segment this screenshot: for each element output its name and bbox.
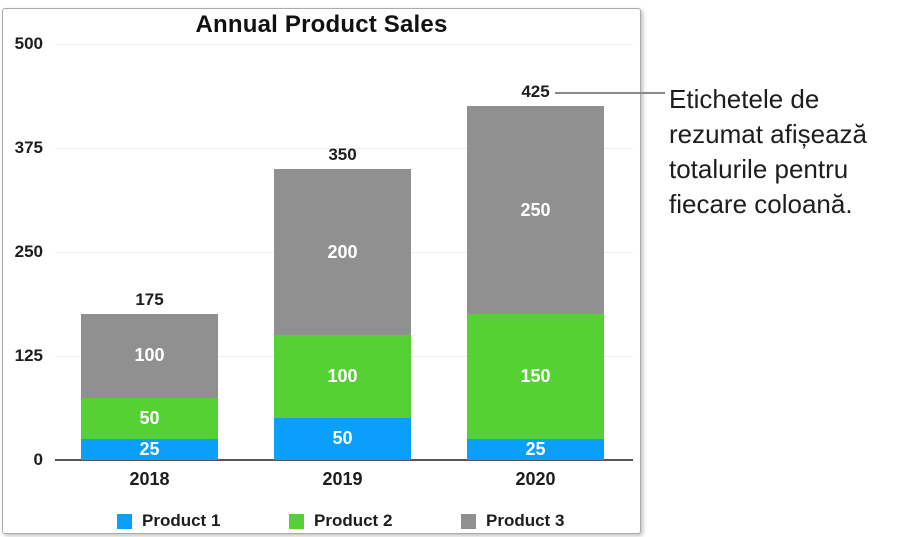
summary-total-label: 350 xyxy=(328,144,357,164)
segment-value-label: 100 xyxy=(134,345,165,366)
bar-segment-product-1[interactable] xyxy=(467,439,604,460)
y-tick-label: 125 xyxy=(14,346,43,365)
y-tick-label: 375 xyxy=(14,138,43,157)
segment-value-label: 150 xyxy=(520,366,551,387)
x-tick-label: 2019 xyxy=(322,469,363,489)
legend-label: Product 3 xyxy=(486,511,565,530)
summary-total-label: 175 xyxy=(135,290,164,310)
bar-segment-product-3[interactable] xyxy=(274,168,411,336)
chart-panel[interactable]: Annual Product Sales 0 125 250 375 500 25 50 10… xyxy=(2,8,641,534)
summary-total-label: 425 xyxy=(521,82,550,102)
callout-leader-line xyxy=(555,92,665,94)
segment-value-label: 100 xyxy=(327,366,358,387)
segment-value-label: 25 xyxy=(525,439,546,460)
bar-segment-product-2[interactable] xyxy=(274,335,411,419)
callout-line: totalurile pentru xyxy=(669,154,849,184)
callout-line: Etichetele de xyxy=(669,84,820,114)
segment-value-label: 200 xyxy=(327,241,358,262)
segment-value-label: 25 xyxy=(139,439,160,460)
legend-label: Product 1 xyxy=(142,511,221,530)
legend-swatch xyxy=(117,513,132,529)
x-tick-label: 2018 xyxy=(129,469,170,489)
y-tick-label: 500 xyxy=(14,34,43,53)
legend-item-product-3[interactable]: Product 3 xyxy=(461,511,564,531)
callout-line: rezumat afișează xyxy=(669,119,867,149)
legend-item-product-2[interactable]: Product 2 xyxy=(289,511,392,531)
y-tick-label: 0 xyxy=(33,450,43,469)
segment-value-label: 50 xyxy=(332,428,353,449)
x-tick-label: 2020 xyxy=(515,469,556,489)
bar-segment-product-2[interactable] xyxy=(467,314,604,440)
legend-label: Product 2 xyxy=(314,511,393,530)
bar-segment-product-3[interactable] xyxy=(81,314,218,398)
legend-swatch xyxy=(289,513,304,529)
legend-item-product-1[interactable]: Product 1 xyxy=(117,511,220,531)
bar-segment-product-1[interactable] xyxy=(274,418,411,460)
bar-segment-product-1[interactable] xyxy=(81,439,218,460)
segment-value-label: 250 xyxy=(520,200,551,221)
bar-segment-product-3[interactable] xyxy=(467,106,604,315)
gridline xyxy=(55,44,633,45)
x-axis-line xyxy=(55,459,633,461)
callout-line: fiecare coloană. xyxy=(669,189,853,219)
gridline xyxy=(55,148,633,149)
bar-segment-product-2[interactable] xyxy=(81,397,218,440)
chart-title: Annual Product Sales xyxy=(195,11,448,38)
segment-value-label: 50 xyxy=(139,407,160,428)
callout-text: Etichetele de rezumat afișează totalurile … xyxy=(669,82,907,222)
legend-swatch xyxy=(461,513,476,529)
y-tick-label: 250 xyxy=(14,242,43,261)
